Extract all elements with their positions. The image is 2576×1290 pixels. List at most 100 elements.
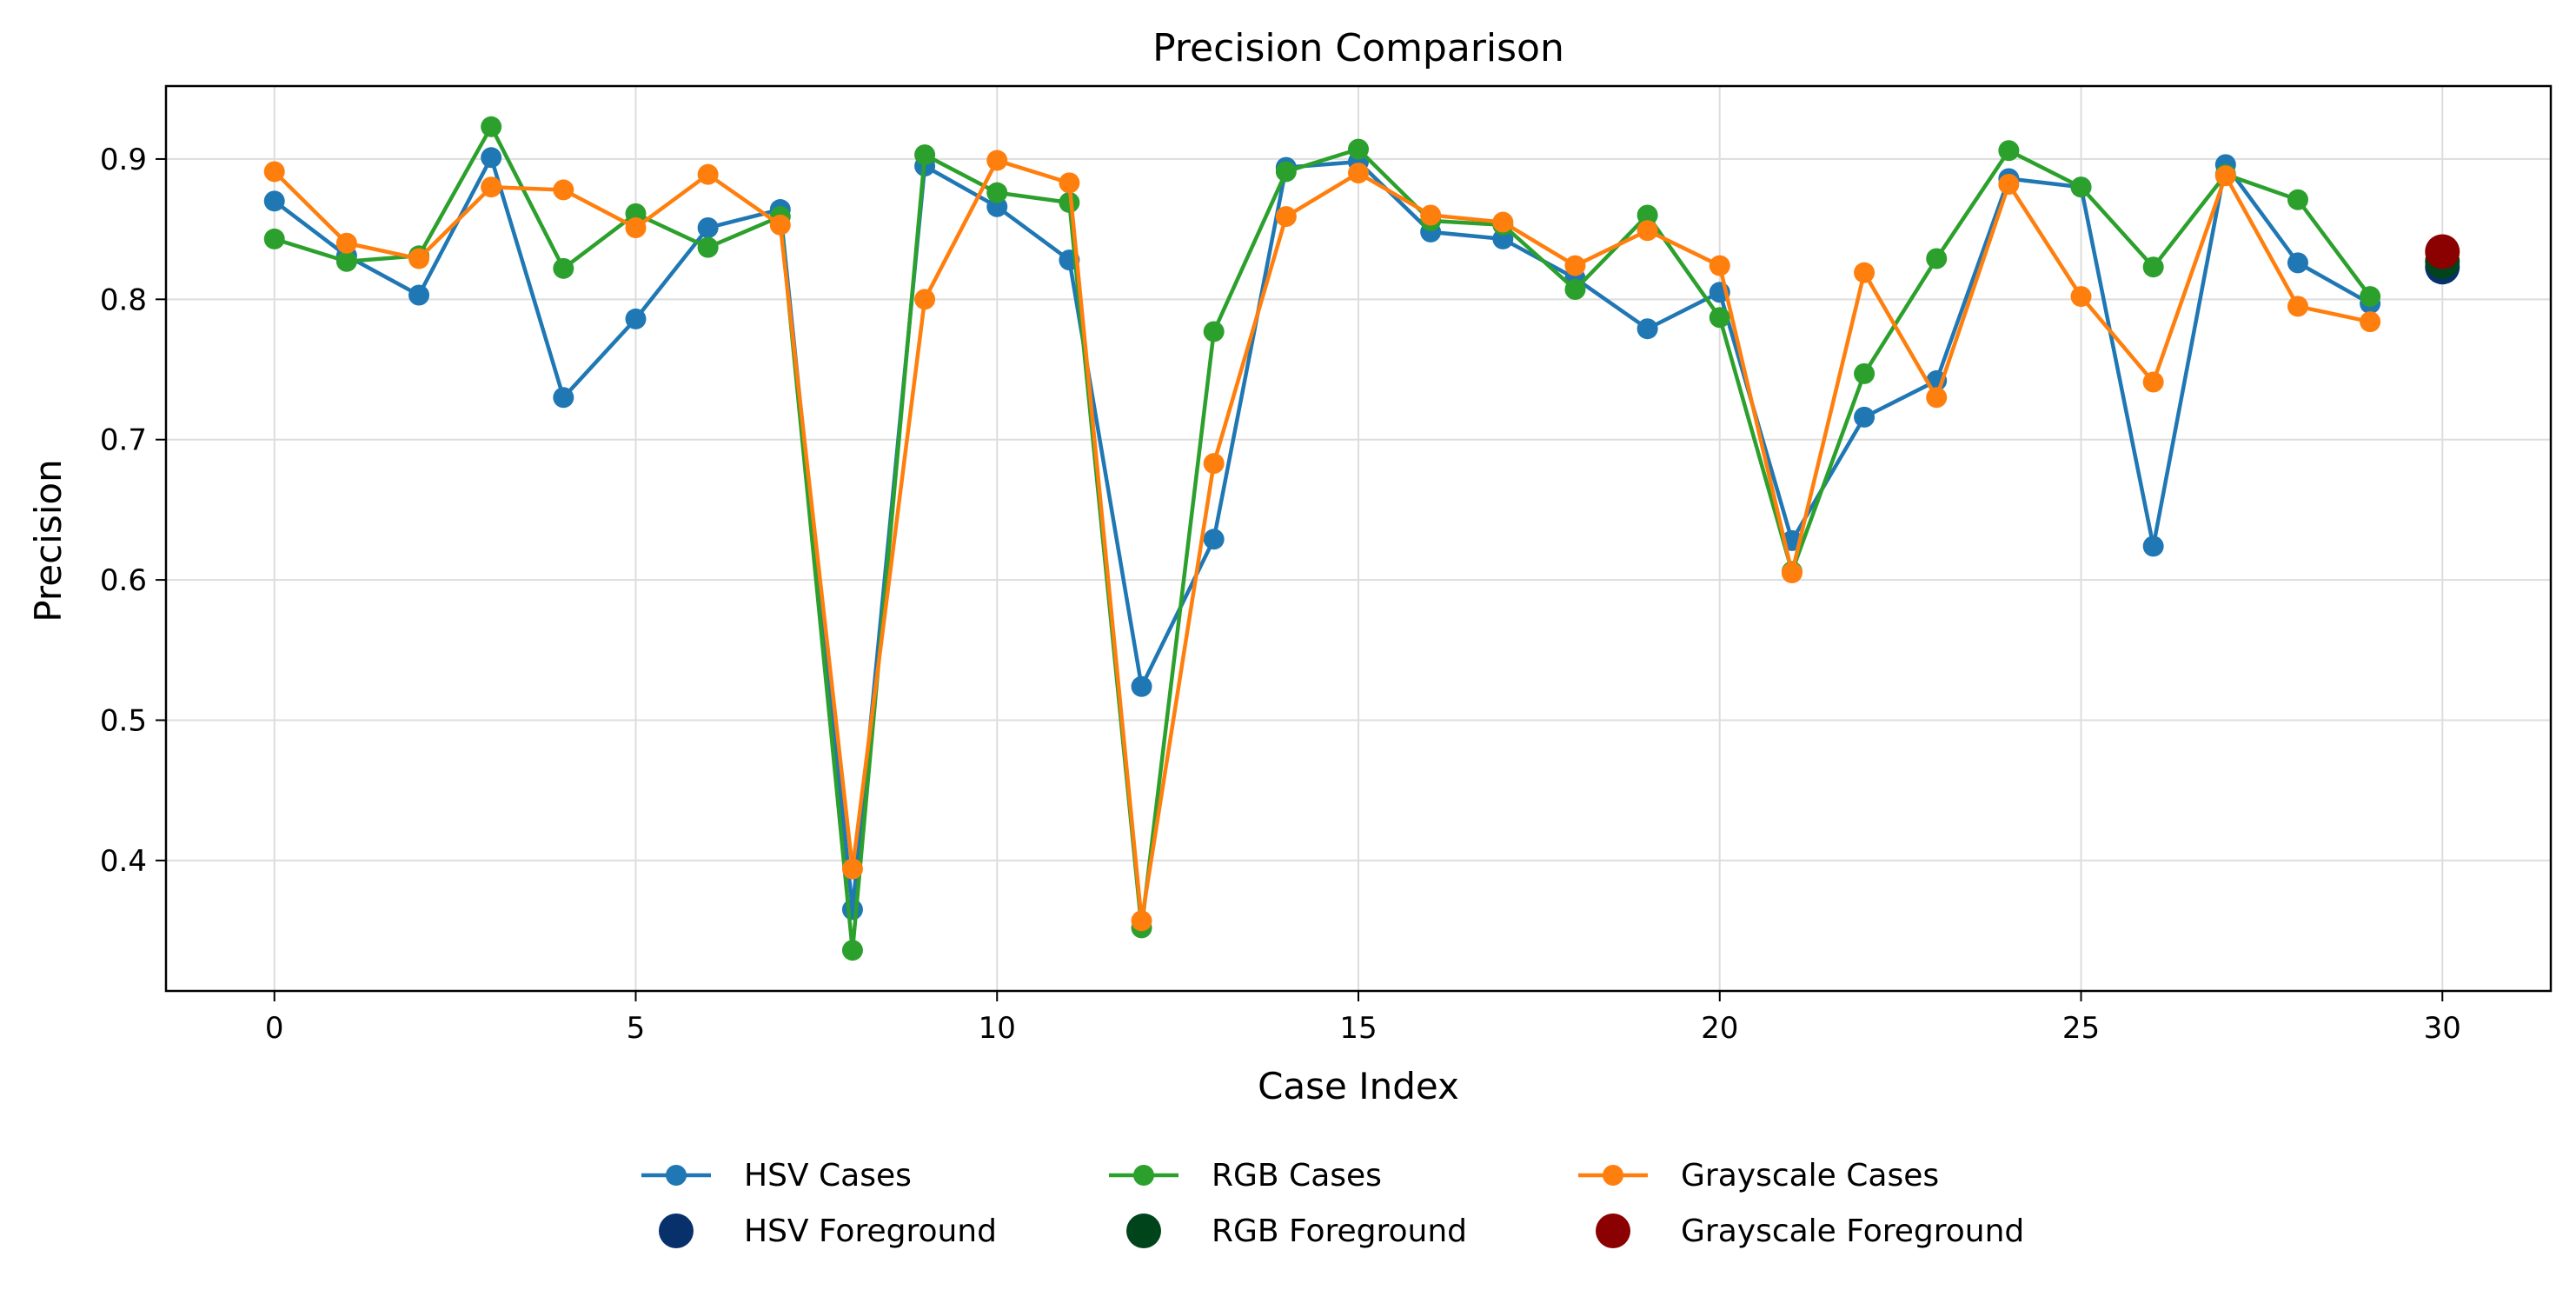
data-point [2142,535,2164,557]
data-point [1998,173,2020,195]
data-point [1420,204,1442,226]
data-point [1637,220,1658,242]
legend-marker-swatch [1126,1214,1161,1248]
data-point [1854,362,1876,384]
y-tick-label: 0.6 [100,563,147,598]
data-point [841,858,863,880]
data-point [1709,307,1730,329]
data-point [1348,163,1369,184]
data-point [1564,279,1586,301]
legend-label: Grayscale Cases [1681,1158,1939,1194]
x-axis-label: Case Index [1258,1065,1459,1107]
series-line [273,158,2371,923]
legend-marker-swatch [666,1165,687,1186]
x-tick-label: 5 [627,1011,646,1046]
data-point [1709,255,1730,276]
data-point [625,217,647,239]
legend-marker-swatch [1133,1165,1154,1186]
legend-marker-swatch [1596,1214,1630,1248]
foreground-point-grayscale-foreground [2425,234,2460,269]
data-point [841,899,863,921]
data-point [697,236,719,258]
data-point [1854,262,1876,283]
data-point [553,257,574,279]
data-point [1492,211,1514,233]
data-point [1637,204,1658,226]
data-point [2287,252,2308,274]
data-point [1998,140,2020,162]
data-point [769,214,791,236]
x-tick-label: 0 [265,1011,284,1046]
data-point [335,232,357,254]
y-tick-label: 0.7 [100,423,147,458]
data-point [2360,286,2381,308]
series-line [273,156,2372,912]
data-point [625,308,647,329]
data-point [1275,206,1297,228]
data-point [1203,453,1225,475]
data-point [1781,562,1803,584]
chart-title: Precision Comparison [1152,26,1564,70]
data-point [697,163,719,185]
data-point [1131,675,1152,697]
data-point [1854,406,1876,428]
data-point [553,387,574,409]
x-tick-label: 20 [1701,1011,1738,1046]
legend-label: HSV Foreground [744,1214,997,1249]
data-point [263,228,285,249]
data-point [2142,256,2164,278]
data-point [1203,529,1225,550]
legend-label: Grayscale Foreground [1681,1214,2024,1249]
data-point [2287,189,2308,210]
data-point [986,182,1008,203]
legend-entry: Grayscale Foreground [1596,1214,2024,1249]
data-point [335,250,357,272]
data-point [481,147,502,169]
x-tick-label: 30 [2424,1011,2461,1046]
ticks: 0 5 10 15 20 25 30 0.4 0.5 0.6 0.7 0.8 0.9 [100,143,2461,1046]
x-tick-label: 10 [979,1011,1016,1046]
series-layer [263,116,2460,961]
legend-label: RGB Foreground [1212,1214,1467,1249]
series-grayscale-cases [263,150,2381,932]
data-point [914,144,936,166]
data-point [2142,371,2164,393]
y-tick-label: 0.4 [100,844,147,879]
y-axis-label: Precision [27,459,70,622]
data-point [1059,172,1080,194]
x-tick-label: 15 [1339,1011,1377,1046]
data-point [2287,296,2308,317]
data-point [553,179,574,201]
grid [166,86,2551,991]
data-point [2360,311,2381,333]
data-point [697,217,719,239]
data-point [481,116,502,137]
legend: HSV Cases RGB Cases Grayscale Cases HSV For… [641,1158,2024,1249]
data-point [1275,161,1297,183]
legend-label: HSV Cases [744,1158,912,1194]
data-point [408,284,430,306]
legend-entry: HSV Foreground [659,1214,997,1249]
legend-entry: HSV Cases [641,1158,912,1194]
legend-marker-swatch [1603,1165,1623,1186]
legend-entry: RGB Cases [1109,1158,1382,1194]
data-point [1348,138,1369,160]
data-point [1131,910,1152,932]
data-point [2070,176,2092,198]
data-point [2214,165,2236,187]
data-point [263,161,285,183]
legend-entry: Grayscale Cases [1578,1158,1939,1194]
data-point [1637,318,1658,340]
data-point [481,176,502,198]
data-point [408,248,430,269]
data-point [1203,321,1225,342]
legend-label: RGB Cases [1212,1158,1382,1194]
y-tick-label: 0.5 [100,704,147,739]
data-point [1926,248,1948,269]
x-tick-label: 25 [2062,1011,2100,1046]
data-point [986,150,1008,171]
legend-marker-swatch [659,1214,694,1248]
y-tick-label: 0.8 [100,283,147,317]
data-point [1564,255,1586,276]
